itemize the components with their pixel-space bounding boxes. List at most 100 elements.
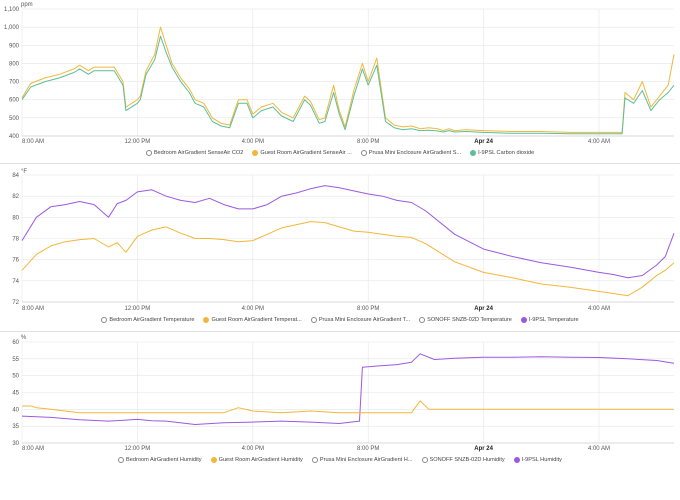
legend-swatch-icon xyxy=(210,457,217,463)
y-tick-label: 400 xyxy=(9,134,20,140)
x-tick-label: Apr 24 xyxy=(474,139,493,145)
legend-swatch-icon xyxy=(310,317,317,323)
unit-label: ppm xyxy=(21,2,33,8)
x-tick-label: 8:00 PM xyxy=(357,139,379,145)
y-tick-label: 1,100 xyxy=(4,7,20,13)
y-tick-label: 600 xyxy=(9,98,20,104)
legend-label: SONOFF SNZB-02D Temperature xyxy=(427,317,512,323)
legend-swatch-icon xyxy=(252,150,259,156)
legend-item[interactable]: Guest Room AirGradient Temperat... xyxy=(203,317,302,323)
x-tick-label: 12:00 PM xyxy=(125,306,151,312)
series-line-yellow xyxy=(22,400,674,414)
legend-label: I-9PSL Temperature xyxy=(528,317,579,323)
legend-label: Bedroom AirGradient Temperature xyxy=(109,317,195,323)
legend-item[interactable]: Guest Room AirGradient Humidity xyxy=(210,457,303,463)
legend-item[interactable]: Bedroom AirGradient SenseAir CO2 xyxy=(145,150,244,156)
legend-label: SONOFF SNZB-02D Humidity xyxy=(429,457,505,463)
legend-item[interactable]: I-9PSL Humidity xyxy=(513,457,562,463)
x-tick-label: 4:00 AM xyxy=(588,306,610,312)
legend-swatch-icon xyxy=(101,317,108,323)
x-tick-label: 4:00 AM xyxy=(588,139,610,145)
legend-swatch-icon xyxy=(145,150,152,156)
series-line-purple xyxy=(21,353,675,425)
y-tick-label: 1,000 xyxy=(4,25,20,31)
y-tick-label: 76 xyxy=(12,258,19,264)
temperature-line-chart: 72 74 76 78 80 82 84°F 8:00 AM 12:00 PM 4:00 PM 8:… xyxy=(12,169,675,312)
y-tick-label: 45 xyxy=(12,391,19,397)
legend-swatch-icon xyxy=(360,150,367,156)
legend-swatch-icon xyxy=(421,457,428,463)
series-line-green xyxy=(21,35,675,135)
divider xyxy=(0,331,680,332)
legend-swatch-icon xyxy=(470,150,477,156)
temperature-chart-panel: 72 74 76 78 80 82 84 °F 8:00 AM 12:00 PM 4:00 PM 8:… xyxy=(0,165,680,330)
y-tick-label: 60 xyxy=(12,340,19,346)
legend-swatch-icon xyxy=(419,317,426,323)
x-tick-label: 4:00 PM xyxy=(242,306,264,312)
x-tick-label: 8:00 PM xyxy=(357,306,379,312)
legend-swatch-icon xyxy=(513,457,520,463)
legend-swatch-icon xyxy=(118,457,125,463)
legend-label: Bedroom AirGradient Humidity xyxy=(126,457,202,463)
y-tick-label: 800 xyxy=(9,61,20,67)
humidity-legend: Bedroom AirGradient Humidity Guest Room A… xyxy=(0,457,680,463)
legend-item[interactable]: Bedroom AirGradient Humidity xyxy=(118,457,202,463)
legend-swatch-icon xyxy=(203,317,210,323)
y-tick-label: 72 xyxy=(12,300,19,306)
legend-swatch-icon xyxy=(520,317,527,323)
legend-item[interactable]: I-9PSL Temperature xyxy=(520,317,579,323)
temperature-legend: Bedroom AirGradient Temperature Guest Roo… xyxy=(0,317,680,323)
legend-item[interactable]: Prusa Mini Enclosure AirGradient S... xyxy=(360,150,462,156)
legend-item[interactable]: Guest Room AirGradient SenseAir ... xyxy=(252,150,352,156)
legend-label: I-9PSL Humidity xyxy=(521,457,562,463)
y-tick-label: 84 xyxy=(12,173,19,179)
series-line-yellow xyxy=(21,26,675,133)
x-tick-label: 12:00 PM xyxy=(125,446,151,452)
legend-label: Prusa Mini Enclosure AirGradient S... xyxy=(368,150,462,156)
x-tick-label: 8:00 AM xyxy=(22,139,44,145)
y-tick-label: 700 xyxy=(9,80,20,86)
legend-label: Prusa Mini Enclosure AirGradient T... xyxy=(318,317,411,323)
legend-item[interactable]: I-9PSL Carbon dioxide xyxy=(470,150,534,156)
legend-item[interactable]: Prusa Mini Enclosure AirGradient T... xyxy=(310,317,411,323)
y-tick-label: 78 xyxy=(12,237,19,243)
legend-label: Guest Room AirGradient Humidity xyxy=(218,457,303,463)
unit-label: °F xyxy=(21,169,27,175)
x-tick-label: Apr 24 xyxy=(474,446,493,452)
legend-item[interactable]: Prusa Mini Enclosure AirGradient H... xyxy=(311,457,413,463)
legend-label: I-9PSL Carbon dioxide xyxy=(478,150,535,156)
legend-label: Prusa Mini Enclosure AirGradient H... xyxy=(319,457,413,463)
co2-chart-panel: 400 500 600 700 800 900 1,000 1,100 ppm 8:00 AM 12… xyxy=(0,0,680,162)
legend-item[interactable]: SONOFF SNZB-02D Temperature xyxy=(419,317,512,323)
y-tick-label: 40 xyxy=(12,407,19,413)
x-tick-label: 8:00 PM xyxy=(357,446,379,452)
x-tick-label: 4:00 AM xyxy=(588,446,610,452)
y-tick-label: 35 xyxy=(12,424,19,430)
divider xyxy=(0,163,680,164)
series-line-purple xyxy=(21,185,675,279)
y-tick-label: 900 xyxy=(9,43,20,49)
x-tick-label: 8:00 AM xyxy=(22,446,44,452)
legend-label: Bedroom AirGradient SenseAir CO2 xyxy=(153,150,244,156)
legend-item[interactable]: Bedroom AirGradient Temperature xyxy=(101,317,194,323)
y-tick-label: 55 xyxy=(12,357,19,363)
y-tick-label: 80 xyxy=(12,215,19,221)
y-tick-label: 50 xyxy=(12,374,19,380)
x-tick-label: Apr 24 xyxy=(474,306,493,312)
humidity-chart-panel: 30 35 40 45 50 55 60% 8:00 AM 12:00 PM 4:00 PM 8:0… xyxy=(0,333,680,500)
y-tick-label: 500 xyxy=(9,116,20,122)
x-tick-label: 12:00 PM xyxy=(125,139,151,145)
legend-item[interactable]: SONOFF SNZB-02D Humidity xyxy=(421,457,505,463)
legend-label: Guest Room AirGradient SenseAir ... xyxy=(260,150,352,156)
unit-label: % xyxy=(21,335,27,341)
x-tick-label: 4:00 PM xyxy=(242,139,264,145)
co2-legend: Bedroom AirGradient SenseAir CO2 Guest Ro… xyxy=(0,150,680,156)
legend-swatch-icon xyxy=(311,457,318,463)
y-tick-label: 74 xyxy=(12,279,19,285)
y-tick-label: 30 xyxy=(12,441,19,447)
x-tick-label: 8:00 AM xyxy=(22,306,44,312)
series-line-yellow xyxy=(21,221,675,297)
y-tick-label: 82 xyxy=(12,194,19,200)
humidity-line-chart: 30 35 40 45 50 55 60% 8:00 AM 12:00 PM 4:00 PM 8:0… xyxy=(12,335,675,452)
